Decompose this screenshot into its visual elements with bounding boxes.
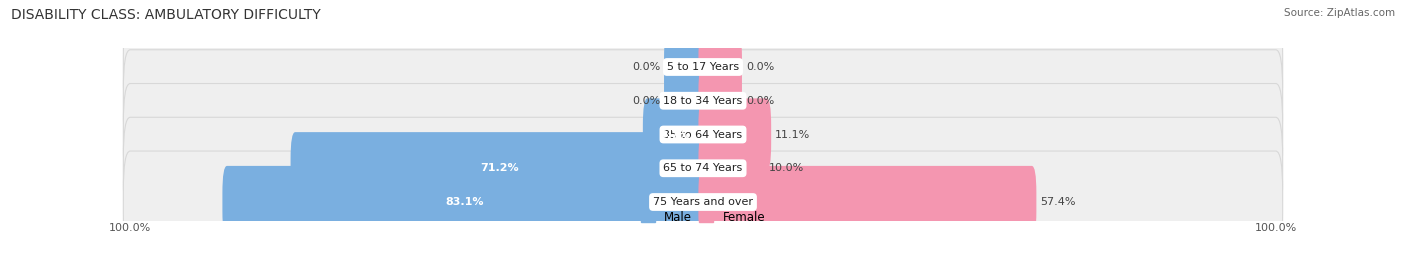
FancyBboxPatch shape [664, 65, 707, 137]
FancyBboxPatch shape [699, 166, 1036, 238]
Text: Source: ZipAtlas.com: Source: ZipAtlas.com [1284, 8, 1395, 18]
FancyBboxPatch shape [222, 166, 707, 238]
Text: 35 to 64 Years: 35 to 64 Years [664, 129, 742, 140]
FancyBboxPatch shape [664, 31, 707, 103]
FancyBboxPatch shape [699, 98, 770, 171]
Text: 10.0%: 10.0% [769, 163, 804, 173]
Text: 83.1%: 83.1% [446, 197, 484, 207]
Text: 0.0%: 0.0% [747, 96, 775, 106]
Text: 71.2%: 71.2% [479, 163, 519, 173]
FancyBboxPatch shape [699, 132, 765, 204]
FancyBboxPatch shape [124, 151, 1282, 253]
Legend: Male, Female: Male, Female [636, 206, 770, 228]
Text: 57.4%: 57.4% [1040, 197, 1076, 207]
Text: 75 Years and over: 75 Years and over [652, 197, 754, 207]
Text: 0.0%: 0.0% [747, 62, 775, 72]
FancyBboxPatch shape [124, 50, 1282, 152]
FancyBboxPatch shape [643, 98, 707, 171]
Text: 65 to 74 Years: 65 to 74 Years [664, 163, 742, 173]
Text: 0.0%: 0.0% [631, 96, 659, 106]
FancyBboxPatch shape [699, 65, 742, 137]
Text: DISABILITY CLASS: AMBULATORY DIFFICULTY: DISABILITY CLASS: AMBULATORY DIFFICULTY [11, 8, 321, 22]
Text: 0.0%: 0.0% [631, 62, 659, 72]
FancyBboxPatch shape [124, 117, 1282, 219]
Text: 18 to 34 Years: 18 to 34 Years [664, 96, 742, 106]
FancyBboxPatch shape [124, 16, 1282, 118]
Text: 11.1%: 11.1% [775, 129, 810, 140]
Text: 5 to 17 Years: 5 to 17 Years [666, 62, 740, 72]
Text: 9.7%: 9.7% [659, 129, 690, 140]
FancyBboxPatch shape [124, 84, 1282, 185]
FancyBboxPatch shape [291, 132, 707, 204]
FancyBboxPatch shape [699, 31, 742, 103]
